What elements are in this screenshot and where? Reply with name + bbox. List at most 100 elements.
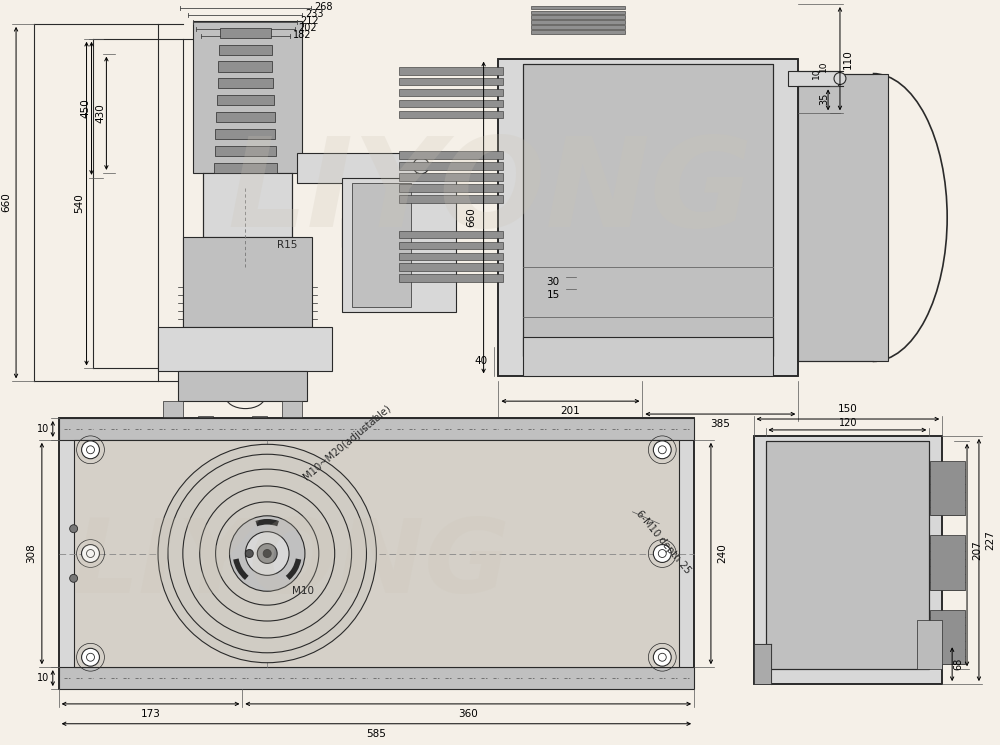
Bar (59, 668, 694, 689)
Circle shape (834, 72, 846, 84)
Text: 35: 35 (819, 92, 829, 104)
Bar (214, 162, 277, 173)
Bar (754, 436, 942, 684)
Text: 10: 10 (37, 673, 49, 683)
Text: 202: 202 (298, 23, 316, 33)
Bar (399, 264, 503, 271)
Circle shape (158, 444, 376, 663)
Bar (399, 184, 503, 191)
Bar (158, 327, 332, 371)
Text: 6-M10 depth 25: 6-M10 depth 25 (634, 509, 693, 576)
Text: LIYONG: LIYONG (73, 515, 511, 615)
Circle shape (263, 550, 271, 557)
Bar (297, 153, 416, 183)
Circle shape (87, 446, 94, 454)
Bar (217, 95, 274, 105)
Text: M10: M10 (292, 586, 314, 596)
Bar (163, 401, 183, 421)
Bar (198, 416, 213, 426)
Bar (59, 418, 694, 440)
Text: 10: 10 (37, 424, 49, 434)
Text: 10: 10 (812, 68, 821, 79)
Text: 660: 660 (467, 208, 477, 227)
Circle shape (82, 545, 99, 562)
Bar (531, 31, 625, 34)
Circle shape (653, 648, 671, 666)
Bar (220, 28, 271, 38)
Bar (766, 441, 929, 669)
Text: 15: 15 (546, 290, 560, 300)
Circle shape (82, 441, 99, 459)
Text: 120: 120 (839, 418, 857, 428)
Text: 227: 227 (985, 530, 995, 550)
Bar (183, 238, 312, 327)
Circle shape (653, 545, 671, 562)
Bar (193, 21, 302, 173)
Bar (59, 418, 694, 689)
Bar (399, 89, 503, 96)
Text: R15: R15 (277, 241, 298, 250)
Bar (218, 78, 273, 89)
Text: 233: 233 (305, 9, 324, 19)
Bar (352, 245, 411, 277)
Circle shape (658, 446, 666, 454)
Bar (399, 274, 503, 282)
Bar (399, 151, 503, 159)
Bar (399, 110, 503, 118)
Circle shape (245, 550, 253, 557)
Bar (399, 77, 503, 86)
Bar (74, 440, 679, 668)
Text: 360: 360 (458, 708, 478, 719)
Text: 10: 10 (819, 61, 828, 72)
Bar (399, 67, 503, 74)
Text: 182: 182 (293, 30, 311, 39)
Bar (531, 16, 625, 19)
Circle shape (245, 532, 289, 575)
Text: M10~M20(adjustable): M10~M20(adjustable) (302, 403, 393, 482)
Bar (203, 173, 292, 238)
Circle shape (658, 550, 666, 557)
Circle shape (87, 653, 94, 662)
Text: 207: 207 (972, 540, 982, 560)
Circle shape (70, 524, 78, 533)
Bar (352, 183, 411, 307)
Bar (766, 441, 929, 669)
Text: 40: 40 (474, 356, 487, 367)
Bar (754, 644, 771, 684)
Text: 430: 430 (95, 104, 105, 123)
Bar (215, 146, 276, 156)
Text: 240: 240 (717, 544, 727, 563)
Text: 268: 268 (314, 2, 333, 12)
Circle shape (70, 574, 78, 583)
Text: 150: 150 (838, 404, 858, 414)
Circle shape (82, 648, 99, 666)
Bar (531, 10, 625, 14)
Circle shape (653, 441, 671, 459)
Text: 540: 540 (75, 194, 85, 214)
Text: 660: 660 (1, 193, 11, 212)
Bar (788, 71, 838, 86)
Circle shape (229, 516, 305, 592)
Bar (523, 337, 773, 376)
Text: 173: 173 (141, 708, 161, 719)
Bar (399, 253, 503, 260)
Text: 308: 308 (26, 544, 36, 563)
Text: LIYONG: LIYONG (228, 132, 753, 253)
Bar (930, 609, 965, 665)
Bar (178, 371, 307, 401)
Bar (219, 45, 272, 54)
Circle shape (413, 158, 429, 174)
Text: 201: 201 (561, 406, 580, 416)
Bar (754, 436, 942, 684)
Bar (531, 20, 625, 24)
Text: 30: 30 (547, 277, 560, 287)
Bar (215, 129, 275, 139)
Bar (798, 74, 888, 361)
Bar (399, 100, 503, 107)
Text: 110: 110 (843, 49, 853, 69)
Bar (342, 218, 421, 247)
Bar (399, 241, 503, 250)
Bar (399, 231, 503, 238)
Bar (391, 183, 421, 247)
Bar (218, 61, 272, 72)
